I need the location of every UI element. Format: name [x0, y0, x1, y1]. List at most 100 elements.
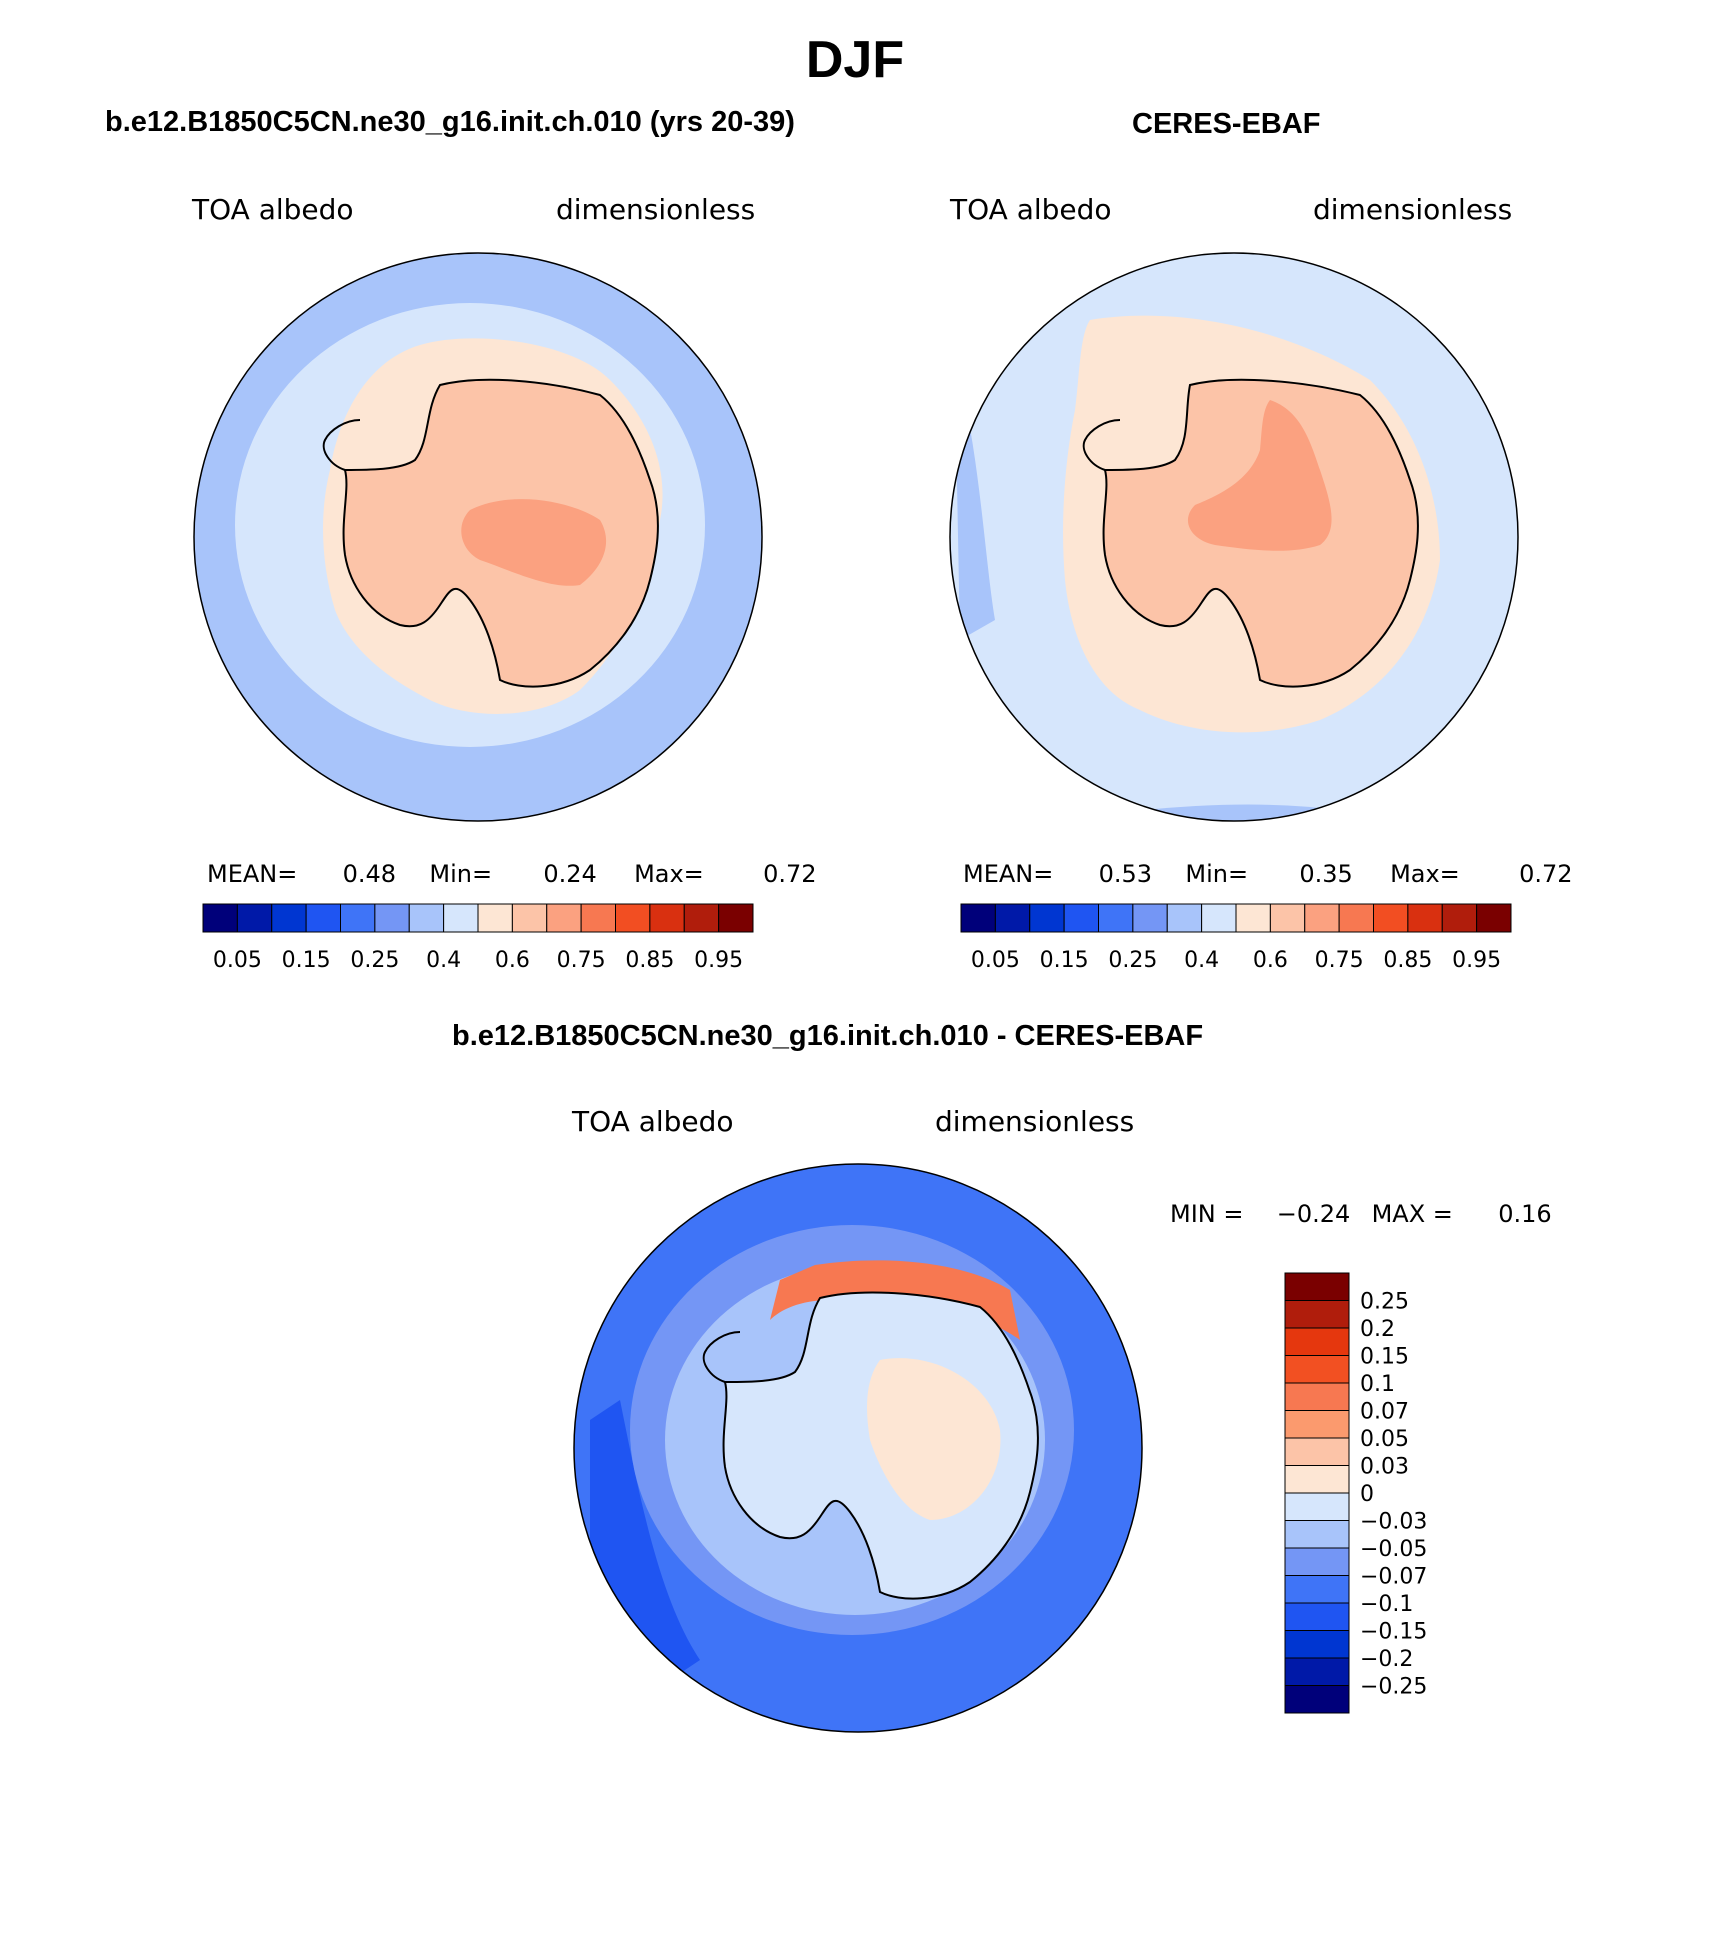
obs-colorbar-box: [1476, 903, 1512, 933]
model-colorbar-box: [443, 903, 479, 933]
model-colorbar-box: [202, 903, 238, 933]
model-colorbar-tick-label: 0.85: [625, 948, 674, 973]
difference-colorbar-box: [1284, 1355, 1350, 1384]
difference-colorbar-tick-label: 0.1: [1360, 1372, 1395, 1397]
obs-variable-label: TOA albedo: [950, 193, 1112, 226]
difference-colorbar-box: [1284, 1410, 1350, 1439]
model-colorbar-box: [615, 903, 651, 933]
difference-ring-region: [630, 1225, 1074, 1635]
model-colorbar-tick-label: 0.05: [213, 948, 262, 973]
obs-colorbar-box: [1235, 903, 1271, 933]
difference-colorbar-tick-label: −0.07: [1360, 1565, 1427, 1590]
difference-colorbar-box: [1284, 1602, 1350, 1631]
obs-colorbar-tick-label: 0.6: [1253, 948, 1288, 973]
difference-panel-title: b.e12.B1850C5CN.ne30_g16.init.ch.010 - C…: [452, 1020, 1204, 1052]
obs-mean-label: MEAN=: [963, 860, 1054, 888]
difference-colorbar-tick-label: 0.25: [1360, 1290, 1409, 1315]
model-colorbar-box: [580, 903, 616, 933]
model-colorbar-tick-label: 0.6: [495, 948, 530, 973]
model-antarctica-land: [342, 378, 659, 688]
model-max-label: Max=: [634, 860, 704, 888]
obs-colorbar-box: [994, 903, 1031, 933]
model-colorbar-box: [649, 903, 685, 933]
obs-colorbar-box: [1269, 903, 1306, 933]
obs-north-ocean-band: [1100, 804, 1340, 821]
obs-mean-value: 0.53: [1098, 860, 1153, 888]
difference-colorbar-tick-label: −0.05: [1360, 1537, 1427, 1562]
difference-units-label: dimensionless: [935, 1105, 1135, 1138]
obs-peninsula-coast: [1082, 419, 1121, 471]
difference-colorbar-box: [1284, 1520, 1350, 1549]
model-units-label: dimensionless: [556, 193, 756, 226]
difference-colorbar-box: [1284, 1630, 1350, 1659]
difference-max-value: 0.16: [1498, 1200, 1552, 1228]
difference-colorbar-tick-label: −0.1: [1360, 1592, 1413, 1617]
obs-max-label: Max=: [1390, 860, 1460, 888]
model-colorbar-box: [305, 903, 341, 933]
model-colorbar-tick-label: 0.4: [426, 948, 461, 973]
difference-colorbar-tick-label: 0.2: [1360, 1317, 1395, 1342]
obs-west-ocean-band: [955, 380, 995, 640]
difference-colorbar-tick-label: −0.03: [1360, 1510, 1427, 1535]
difference-colorbar-tick-label: 0.15: [1360, 1345, 1409, 1370]
obs-colorbar-tick-label: 0.4: [1184, 948, 1219, 973]
obs-colorbar-box: [1098, 903, 1134, 933]
difference-colorbar-box: [1284, 1465, 1350, 1494]
difference-positive-band: [770, 1260, 1020, 1340]
model-mean-value: 0.48: [342, 860, 397, 888]
model-coastal-zone: [323, 338, 663, 714]
difference-colorbar-box: [1284, 1437, 1350, 1466]
obs-plateau-region: [1187, 400, 1332, 551]
model-min-label: Min=: [429, 860, 493, 888]
obs-colorbar-box: [1166, 903, 1203, 933]
model-colorbar-tick-label: 0.15: [282, 948, 331, 973]
obs-antarctica-land: [1102, 378, 1419, 688]
difference-colorbar-tick-label: 0.07: [1360, 1400, 1409, 1425]
obs-coastal-zone: [1063, 315, 1440, 733]
model-peninsula-coast: [322, 419, 361, 471]
difference-colorbar-box: [1284, 1327, 1350, 1356]
difference-inner-ring: [665, 1265, 1045, 1615]
difference-interior-positive: [867, 1358, 1001, 1520]
difference-colorbar-box: [1284, 1492, 1350, 1521]
difference-colorbar-box: [1284, 1685, 1350, 1714]
model-variable-label: TOA albedo: [192, 193, 354, 226]
model-colorbar-box: [683, 903, 720, 933]
difference-colorbar-box: [1284, 1575, 1350, 1604]
difference-colorbar-box: [1284, 1657, 1350, 1686]
difference-peninsula-coast: [702, 1331, 741, 1383]
model-colorbar-tick-label: 0.95: [694, 948, 743, 973]
difference-colorbar-tick-label: 0: [1360, 1482, 1374, 1507]
difference-colorbar-tick-label: 0.03: [1360, 1455, 1409, 1480]
difference-colorbar-tick-label: −0.15: [1360, 1620, 1427, 1645]
obs-map-border: [949, 252, 1519, 822]
model-colorbar-box: [271, 903, 307, 933]
difference-antarctica-land: [722, 1291, 1039, 1600]
obs-min-value: 0.35: [1299, 860, 1353, 888]
difference-west-strong-negative: [590, 1400, 700, 1700]
difference-colorbar-box: [1284, 1382, 1350, 1411]
difference-colorbar-tick-label: 0.05: [1360, 1427, 1409, 1452]
obs-colorbar-tick-label: 0.25: [1108, 948, 1157, 973]
obs-colorbar-tick-label: 0.05: [971, 948, 1020, 973]
model-colorbar-box: [477, 903, 513, 933]
model-colorbar-box: [340, 903, 376, 933]
model-colorbar-tick-label: 0.75: [557, 948, 606, 973]
model-ocean-region: [194, 253, 762, 821]
obs-colorbar-box: [1201, 903, 1237, 933]
obs-colorbar-box: [1407, 903, 1443, 933]
obs-colorbar-box: [1132, 903, 1168, 933]
difference-min-value: −0.24: [1276, 1200, 1351, 1228]
model-min-value: 0.24: [543, 860, 597, 888]
obs-colorbar-tick-label: 0.75: [1315, 948, 1364, 973]
obs-colorbar-tick-label: 0.85: [1383, 948, 1432, 973]
obs-colorbar-box: [1373, 903, 1409, 933]
obs-ocean-region: [950, 253, 1518, 821]
model-colorbar-box: [718, 903, 754, 933]
difference-colorbar-tick-label: −0.25: [1360, 1675, 1427, 1700]
obs-units-label: dimensionless: [1313, 193, 1513, 226]
obs-colorbar: 0.05 0.15 0.25 0.4 0.6 0.75 0.85 0.95: [960, 903, 1512, 973]
obs-colorbar-tick-label: 0.95: [1452, 948, 1501, 973]
difference-colorbar-box: [1284, 1272, 1350, 1301]
obs-colorbar-tick-label: 0.15: [1040, 948, 1089, 973]
